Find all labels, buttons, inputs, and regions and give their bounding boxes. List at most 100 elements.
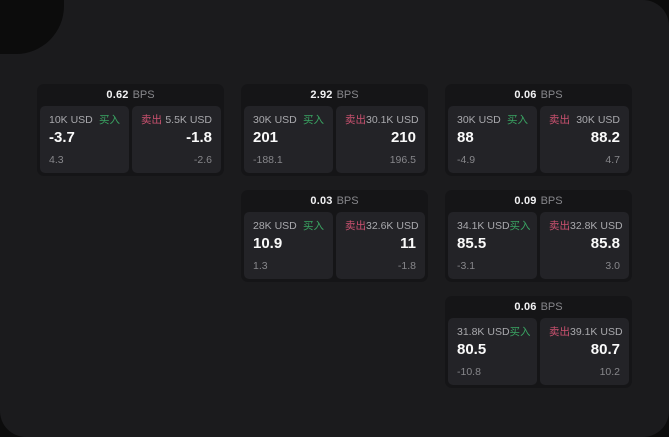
sell-panel-header: 卖出 30.1K USD [345,114,419,126]
spread-bps-value: 0.06 [514,89,537,101]
buy-quote-panel[interactable]: 28K USD 买入 10.9 1.3 [244,212,333,279]
buy-side-label: 买入 [303,220,324,232]
sell-price-value: 210 [390,129,416,146]
buy-delta-value: -4.9 [457,154,476,166]
buy-size-label: 31.8K USD [457,326,510,338]
bps-unit-label: BPS [336,89,359,101]
sell-side-label: 卖出 [345,220,366,232]
buy-price-value: 85.5 [457,235,487,252]
buy-size-label: 34.1K USD [457,220,510,232]
bps-unit-label: BPS [336,195,359,207]
sell-side-label: 卖出 [141,114,162,126]
sell-side-label: 卖出 [549,220,570,232]
spread-bps-value: 0.09 [514,195,537,207]
sell-panel-header: 卖出 5.5K USD [141,114,212,126]
card-body: 28K USD 买入 10.9 1.3 卖出 32.6K USD 11 -1.8 [241,212,428,282]
sell-quote-panel[interactable]: 卖出 32.6K USD 11 -1.8 [336,212,425,279]
spread-bps-value: 2.92 [310,89,333,101]
sell-panel-header: 卖出 30K USD [549,114,620,126]
buy-side-label: 买入 [509,326,531,338]
buy-side-label: 买入 [507,114,528,126]
buy-price-value: 88 [457,129,474,146]
bps-unit-label: BPS [540,195,563,207]
sell-price-value: 88.2 [590,129,620,146]
buy-quote-panel[interactable]: 30K USD 买入 201 -188.1 [244,106,333,173]
card-body: 10K USD 买入 -3.7 4.3 卖出 5.5K USD -1.8 -2.… [37,106,224,176]
sell-delta-value: -1.8 [397,260,416,272]
buy-delta-value: -3.1 [457,260,476,272]
card-body: 30K USD 买入 88 -4.9 卖出 30K USD 88.2 4.7 [445,106,632,176]
buy-price-value: 80.5 [457,341,487,358]
quote-card: 2.92 BPS 30K USD 买入 201 -188.1 卖出 30.1K … [241,84,428,176]
sell-quote-panel[interactable]: 卖出 32.8K USD 85.8 3.0 [540,212,629,279]
card-header: 0.06 BPS [445,84,632,106]
card-header: 0.62 BPS [37,84,224,106]
buy-panel-header: 31.8K USD 买入 [457,326,531,338]
buy-panel-header: 30K USD 买入 [253,114,324,126]
buy-size-label: 30K USD [457,114,501,126]
buy-size-label: 30K USD [253,114,297,126]
quote-card: 0.03 BPS 28K USD 买入 10.9 1.3 卖出 32.6K US… [241,190,428,282]
sell-size-label: 32.6K USD [366,220,419,232]
buy-panel-header: 30K USD 买入 [457,114,528,126]
card-header: 0.06 BPS [445,296,632,318]
card-header: 0.03 BPS [241,190,428,212]
buy-delta-value: 4.3 [49,154,64,166]
card-body: 31.8K USD 买入 80.5 -10.8 卖出 39.1K USD 80.… [445,318,632,388]
spread-bps-value: 0.03 [310,195,333,207]
bps-unit-label: BPS [540,89,563,101]
spread-bps-value: 0.62 [106,89,129,101]
sell-price-value: -1.8 [186,129,212,146]
sell-side-label: 卖出 [549,326,570,338]
buy-price-value: 10.9 [253,235,283,252]
sell-delta-value: -2.6 [193,154,212,166]
buy-panel-header: 28K USD 买入 [253,220,324,232]
card-header: 2.92 BPS [241,84,428,106]
buy-size-label: 10K USD [49,114,93,126]
quote-card: 0.62 BPS 10K USD 买入 -3.7 4.3 卖出 5.5K USD… [37,84,224,176]
sell-price-value: 80.7 [590,341,620,358]
sell-size-label: 30K USD [576,114,620,126]
buy-quote-panel[interactable]: 10K USD 买入 -3.7 4.3 [40,106,129,173]
sell-price-value: 85.8 [590,235,620,252]
sell-side-label: 卖出 [549,114,570,126]
sell-size-label: 32.8K USD [570,220,623,232]
sell-size-label: 39.1K USD [570,326,623,338]
buy-quote-panel[interactable]: 31.8K USD 买入 80.5 -10.8 [448,318,537,385]
buy-size-label: 28K USD [253,220,297,232]
spread-bps-value: 0.06 [514,301,537,313]
card-body: 34.1K USD 买入 85.5 -3.1 卖出 32.8K USD 85.8… [445,212,632,282]
sell-panel-header: 卖出 39.1K USD [549,326,623,338]
buy-delta-value: -10.8 [457,366,481,378]
sell-delta-value: 3.0 [605,260,620,272]
buy-side-label: 买入 [99,114,120,126]
sell-panel-header: 卖出 32.6K USD [345,220,419,232]
buy-delta-value: 1.3 [253,260,268,272]
bps-unit-label: BPS [132,89,155,101]
buy-delta-value: -188.1 [253,154,283,166]
sell-delta-value: 196.5 [389,154,416,166]
sell-delta-value: 4.7 [605,154,620,166]
sell-quote-panel[interactable]: 卖出 39.1K USD 80.7 10.2 [540,318,629,385]
quote-card: 0.09 BPS 34.1K USD 买入 85.5 -3.1 卖出 32.8K… [445,190,632,282]
sell-side-label: 卖出 [345,114,366,126]
buy-price-value: -3.7 [49,129,75,146]
sell-quote-panel[interactable]: 卖出 30K USD 88.2 4.7 [540,106,629,173]
card-body: 30K USD 买入 201 -188.1 卖出 30.1K USD 210 1… [241,106,428,176]
sell-size-label: 5.5K USD [165,114,212,126]
bps-unit-label: BPS [540,301,563,313]
quote-cards-grid: 0.62 BPS 10K USD 买入 -3.7 4.3 卖出 5.5K USD… [37,84,632,388]
buy-quote-panel[interactable]: 34.1K USD 买入 85.5 -3.1 [448,212,537,279]
buy-price-value: 201 [253,129,279,146]
quote-card: 0.06 BPS 31.8K USD 买入 80.5 -10.8 卖出 39.1… [445,296,632,388]
sell-panel-header: 卖出 32.8K USD [549,220,623,232]
buy-panel-header: 10K USD 买入 [49,114,120,126]
sell-delta-value: 10.2 [599,366,620,378]
buy-quote-panel[interactable]: 30K USD 买入 88 -4.9 [448,106,537,173]
buy-panel-header: 34.1K USD 买入 [457,220,531,232]
buy-side-label: 买入 [509,220,531,232]
sell-quote-panel[interactable]: 卖出 30.1K USD 210 196.5 [336,106,425,173]
sell-quote-panel[interactable]: 卖出 5.5K USD -1.8 -2.6 [132,106,221,173]
